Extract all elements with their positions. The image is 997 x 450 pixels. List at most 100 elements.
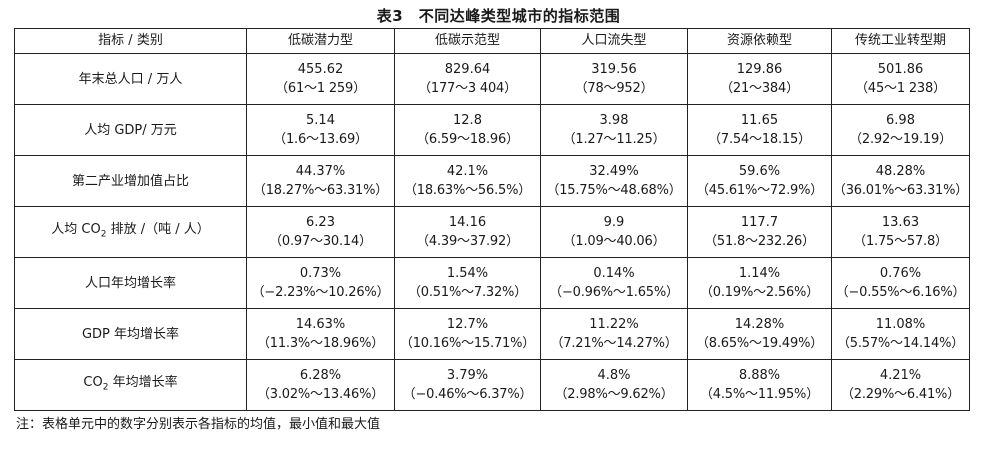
cell-range: （10.16%～15.71%） <box>399 336 536 351</box>
cell-range: （18.27%～63.31%） <box>252 183 389 198</box>
cell-range: （3.02%～13.46%） <box>256 387 385 402</box>
cell-range: （45～1 238） <box>855 81 946 96</box>
table-cell: 59.6% （45.61%～72.9%） <box>687 155 832 207</box>
cell-mean: 14.16 <box>448 215 487 230</box>
table-row-gdp-growth: GDP 年均增长率 14.63% （11.3%～18.96%） 12.7% （10.… <box>14 308 970 360</box>
cell-range: （0.19%～2.56%） <box>700 285 819 300</box>
cell-mean: 32.49% <box>589 164 639 179</box>
cell-range: （4.5%～11.95%） <box>700 387 819 402</box>
table-cell: 319.56 （78～952） <box>540 53 688 105</box>
cell-range: （11.3%～18.96%） <box>256 336 385 351</box>
table-cell: 14.63% （11.3%～18.96%） <box>246 308 395 360</box>
cell-range: （2.98%～9.62%） <box>554 387 674 402</box>
table-cell: 4.8% （2.98%～9.62%） <box>540 359 688 411</box>
cell-range: （−0.46%～6.37%） <box>402 387 533 402</box>
table-row-gdp-per-capita: 人均 GDP/ 万元 5.14 （1.6～13.69） 12.8 （6.59～18.… <box>14 104 970 156</box>
cell-range: （1.6～13.69） <box>273 132 368 147</box>
table-cell: 32.49% （15.75%～48.68%） <box>540 155 688 207</box>
cell-mean: 0.73% <box>299 266 342 281</box>
row-label-pre: 人均 CO <box>51 221 101 237</box>
cell-mean: 48.28% <box>875 164 926 179</box>
row-label: 人均 CO2 排放 /（吨 / 人） <box>14 206 247 258</box>
cell-range: （45.61%～72.9%） <box>695 183 824 198</box>
cell-mean: 6.98 <box>886 113 915 128</box>
table-cell: 6.28% （3.02%～13.46%） <box>246 359 395 411</box>
cell-range: （1.75～57.8） <box>853 234 948 249</box>
cell-range: （2.29%～6.41%） <box>841 387 960 402</box>
cell-mean: 1.54% <box>446 266 489 281</box>
table-header-row: 指标 / 类别 低碳潜力型 低碳示范型 人口流失型 资源依赖型 传统工业转型期 <box>14 28 970 54</box>
table-footnote: 注：表格单元中的数字分别表示各指标的均值，最小值和最大值 <box>16 417 381 432</box>
header-resource-dependent: 资源依赖型 <box>687 28 832 54</box>
table-cell: 3.79% （−0.46%～6.37%） <box>394 359 541 411</box>
table-row-population: 年末总人口 / 万人 455.62 （61～1 259） 829.64 （177～3… <box>14 53 970 105</box>
table-cell: 6.23 （0.97～30.14） <box>246 206 395 258</box>
table-cell: 0.76% （−0.55%～6.16%） <box>831 257 970 309</box>
cell-range: （7.54～18.15） <box>708 132 811 147</box>
cell-mean: 13.63 <box>881 215 920 230</box>
table-row-co2-per-capita: 人均 CO2 排放 /（吨 / 人） 6.23 （0.97～30.14） 14.1… <box>14 206 970 258</box>
cell-mean: 12.8 <box>453 113 482 128</box>
row-label-post: 排放 /（吨 / 人） <box>106 221 210 237</box>
cell-range: （0.51%～7.32%） <box>408 285 527 300</box>
row-label: 人均 GDP/ 万元 <box>14 104 247 156</box>
cell-mean: 501.86 <box>877 62 924 77</box>
table-cell: 6.98 （2.92～19.19） <box>831 104 970 156</box>
table-cell: 0.73% （−2.23%～10.26%） <box>246 257 395 309</box>
row-label: GDP 年均增长率 <box>14 308 247 360</box>
cell-range: （7.21%～14.27%） <box>550 336 678 351</box>
cell-range: （−0.55%～6.16%） <box>835 285 966 300</box>
table-cell: 48.28% （36.01%～63.31%） <box>831 155 970 207</box>
table-cell: 5.14 （1.6～13.69） <box>246 104 395 156</box>
cell-range: （−2.23%～10.26%） <box>251 285 390 300</box>
table-cell: 13.63 （1.75～57.8） <box>831 206 970 258</box>
cell-mean: 44.37% <box>295 164 346 179</box>
cell-range: （5.57%～14.14%） <box>836 336 965 351</box>
cell-range: （4.39～37.92） <box>416 234 519 249</box>
table-cell: 11.22% （7.21%～14.27%） <box>540 308 688 360</box>
cell-mean: 6.23 <box>306 215 335 230</box>
table-cell: 129.86 （21～384） <box>687 53 832 105</box>
cell-mean: 6.28% <box>299 368 342 383</box>
row-label-subscript: 2 <box>102 382 109 393</box>
cell-range: （61～1 259） <box>275 81 366 96</box>
table-row-secondary-industry-share: 第二产业增加值占比 44.37% （18.27%～63.31%） 42.1% （18… <box>14 155 970 207</box>
cell-mean: 3.79% <box>446 368 489 383</box>
cell-mean: 3.98 <box>599 113 629 128</box>
cell-mean: 8.88% <box>738 368 781 383</box>
table-cell: 1.14% （0.19%～2.56%） <box>687 257 832 309</box>
cell-mean: 129.86 <box>736 62 783 77</box>
table-cell: 3.98 （1.27～11.25） <box>540 104 688 156</box>
cell-mean: 5.14 <box>306 113 335 128</box>
cell-range: （36.01%～63.31%） <box>832 183 969 198</box>
row-label-subscript: 2 <box>100 229 107 240</box>
cell-range: （18.63%～56.5%） <box>403 183 532 198</box>
indicator-table: 指标 / 类别 低碳潜力型 低碳示范型 人口流失型 资源依赖型 传统工业转型期 … <box>14 28 970 411</box>
cell-mean: 0.76% <box>879 266 922 281</box>
cell-mean: 829.64 <box>444 62 491 77</box>
header-population-loss: 人口流失型 <box>540 28 688 54</box>
cell-mean: 117.7 <box>740 215 779 230</box>
row-label: 年末总人口 / 万人 <box>14 53 247 105</box>
cell-range: （2.92～19.19） <box>849 132 952 147</box>
table-cell: 44.37% （18.27%～63.31%） <box>246 155 395 207</box>
table-cell: 14.16 （4.39～37.92） <box>394 206 541 258</box>
cell-range: （177～3 404） <box>418 81 517 96</box>
header-traditional-industry-transition: 传统工业转型期 <box>831 28 970 54</box>
table-cell: 4.21% （2.29%～6.41%） <box>831 359 970 411</box>
cell-range: （21～384） <box>720 81 799 96</box>
header-indicator-category: 指标 / 类别 <box>14 28 247 54</box>
row-label-post: 年均增长率 <box>108 374 178 390</box>
cell-mean: 11.65 <box>740 113 779 128</box>
cell-mean: 4.21% <box>879 368 922 383</box>
cell-range: （0.97～30.14） <box>269 234 372 249</box>
cell-mean: 12.7% <box>446 317 489 332</box>
row-label-pre: CO <box>83 374 103 390</box>
cell-range: （6.59～18.96） <box>416 132 519 147</box>
cell-mean: 0.14% <box>593 266 635 281</box>
table-cell: 14.28% （8.65%～19.49%） <box>687 308 832 360</box>
header-low-carbon-potential: 低碳潜力型 <box>246 28 395 54</box>
cell-mean: 4.8% <box>597 368 631 383</box>
table-cell: 11.08% （5.57%～14.14%） <box>831 308 970 360</box>
cell-range: （51.8～232.26） <box>704 234 815 249</box>
